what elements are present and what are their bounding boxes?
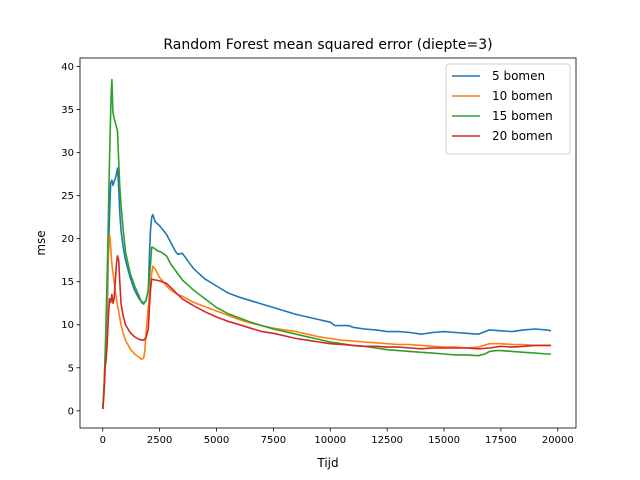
legend-label: 20 bomen xyxy=(492,129,553,143)
y-tick-label: 30 xyxy=(61,148,74,159)
y-tick-label: 10 xyxy=(61,320,74,331)
x-tick-label: 17500 xyxy=(485,435,517,446)
x-tick-label: 2500 xyxy=(147,435,172,446)
x-tick-label: 15000 xyxy=(428,435,460,446)
y-tick-label: 5 xyxy=(68,363,74,374)
x-axis: 0 2500 5000 7500 10000 12500 15000 17500 20000 xyxy=(100,428,574,446)
legend-label: 5 bomen xyxy=(492,69,545,83)
x-axis-label: Tijd xyxy=(316,456,338,470)
x-tick-label: 10000 xyxy=(314,435,346,446)
y-tick-label: 20 xyxy=(61,234,74,245)
y-tick-label: 40 xyxy=(61,62,74,73)
x-tick-label: 5000 xyxy=(204,435,229,446)
plot-area xyxy=(79,57,577,429)
series-line-4 xyxy=(102,255,551,410)
legend-label: 10 bomen xyxy=(492,89,553,103)
series-line-1 xyxy=(102,167,552,409)
x-tick-label: 20000 xyxy=(542,435,574,446)
y-tick-label: 25 xyxy=(61,191,74,202)
series-line-3 xyxy=(102,78,551,410)
legend-label: 15 bomen xyxy=(492,109,553,123)
x-tick-label: 0 xyxy=(100,435,106,446)
y-tick-label: 35 xyxy=(61,105,74,116)
x-tick-label: 12500 xyxy=(371,435,403,446)
legend-box xyxy=(445,63,571,155)
chart-title: Random Forest mean squared error (diepte… xyxy=(163,37,492,53)
series-lines xyxy=(102,78,552,410)
y-axis-label: mse xyxy=(34,230,48,255)
y-tick-label: 0 xyxy=(68,406,74,417)
y-axis: 0 5 10 15 20 25 30 35 40 xyxy=(61,62,80,417)
y-tick-label: 15 xyxy=(61,277,74,288)
legend: 5 bomen 10 bomen 15 bomen 20 bomen xyxy=(445,63,571,155)
series-line-2 xyxy=(102,233,551,410)
x-tick-label: 7500 xyxy=(261,435,286,446)
